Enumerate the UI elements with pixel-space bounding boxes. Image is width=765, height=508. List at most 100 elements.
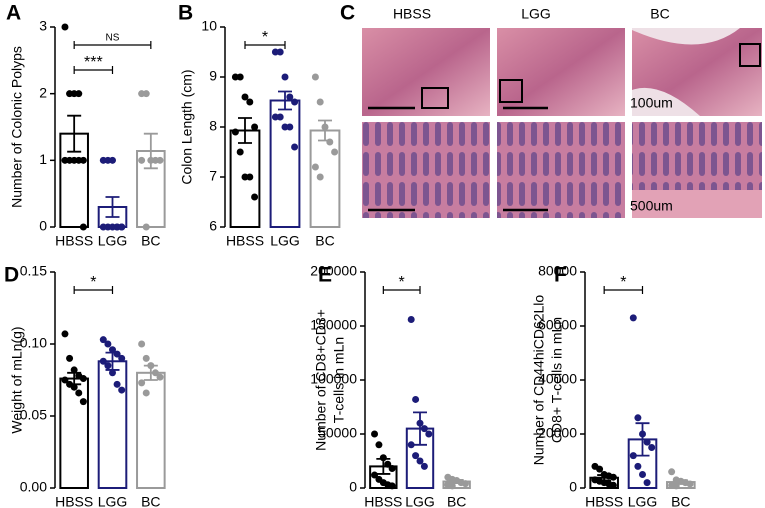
panel-letter: A bbox=[6, 2, 21, 25]
panel-letter: E bbox=[318, 264, 332, 287]
image bbox=[362, 28, 490, 116]
data-point bbox=[639, 430, 646, 438]
data-point bbox=[118, 354, 126, 362]
data-point bbox=[241, 173, 249, 181]
y-axis-label: Weight of mLn(g) bbox=[9, 326, 25, 433]
data-point bbox=[311, 163, 319, 171]
significance-bracket bbox=[73, 41, 152, 49]
data-point bbox=[138, 156, 146, 164]
significance-label: * bbox=[262, 29, 268, 46]
zoom-box bbox=[739, 43, 761, 67]
panel-letter: C bbox=[340, 2, 355, 25]
y-tick-label: 0.05 bbox=[20, 407, 47, 423]
y-tick-label: 80000 bbox=[538, 263, 577, 279]
data-point bbox=[407, 441, 415, 449]
y-axis-label: Colon Length (cm) bbox=[179, 69, 195, 184]
data-point bbox=[643, 479, 651, 487]
data-point bbox=[251, 193, 259, 201]
data-point bbox=[271, 113, 279, 121]
data-point bbox=[425, 430, 433, 438]
y-tick-label: 7 bbox=[209, 168, 217, 184]
data-point bbox=[634, 414, 642, 422]
bar bbox=[97, 360, 128, 489]
x-tick-label: LGG bbox=[628, 494, 658, 508]
data-point bbox=[286, 123, 294, 131]
data-point bbox=[75, 389, 83, 397]
zoom-box bbox=[421, 87, 449, 109]
data-point bbox=[648, 444, 656, 451]
y-tick-label: 20000 bbox=[538, 425, 577, 441]
y-tick-label: 0 bbox=[39, 218, 47, 234]
data-point bbox=[70, 383, 78, 391]
data-point bbox=[416, 419, 424, 427]
data-point bbox=[286, 93, 294, 101]
data-point bbox=[231, 128, 239, 136]
error-bar bbox=[238, 117, 252, 144]
y-tick-label: 0 bbox=[569, 479, 577, 495]
data-point bbox=[384, 460, 392, 468]
y-tick-label: 100000 bbox=[310, 371, 357, 387]
data-point bbox=[596, 465, 604, 473]
data-point bbox=[291, 143, 299, 151]
data-point bbox=[156, 373, 164, 381]
data-point bbox=[639, 471, 646, 478]
data-point bbox=[281, 123, 289, 131]
data-point bbox=[109, 346, 116, 354]
data-point bbox=[271, 48, 279, 56]
image-muscle bbox=[632, 190, 762, 218]
panel-letter: D bbox=[4, 264, 19, 287]
x-tick-label: BC bbox=[671, 494, 690, 508]
data-point bbox=[113, 380, 121, 388]
data-point bbox=[629, 452, 637, 460]
x-tick-label: HBSS bbox=[585, 494, 623, 508]
y-axis-label: Number of CD44hiCD62Llo bbox=[531, 295, 547, 466]
data-point bbox=[672, 482, 680, 490]
y-tick-label: 8 bbox=[209, 118, 217, 134]
significance-label: *** bbox=[84, 54, 103, 71]
y-axis-label: Number of Colonic Polyps bbox=[9, 46, 25, 208]
y-tick-label: 0.15 bbox=[20, 263, 47, 279]
x-tick-label: LGG bbox=[98, 233, 128, 249]
data-point bbox=[371, 471, 379, 479]
data-point bbox=[138, 379, 146, 387]
data-point bbox=[629, 314, 637, 322]
data-point bbox=[113, 350, 121, 358]
data-point bbox=[61, 330, 69, 338]
error-bar bbox=[143, 132, 158, 170]
significance-label: NS bbox=[106, 33, 120, 44]
y-tick-label: 60000 bbox=[538, 317, 577, 333]
data-point bbox=[412, 395, 420, 403]
data-point bbox=[75, 90, 83, 98]
significance-label: * bbox=[399, 274, 405, 291]
data-point bbox=[66, 354, 74, 362]
bar bbox=[136, 371, 166, 489]
data-point bbox=[251, 123, 259, 131]
bar bbox=[309, 129, 341, 228]
x-tick-label: LGG bbox=[270, 233, 300, 249]
y-tick-label: 0.00 bbox=[20, 479, 47, 495]
data-point bbox=[104, 362, 112, 370]
data-point bbox=[375, 441, 383, 449]
x-tick-label: LGG bbox=[98, 494, 128, 508]
data-point bbox=[609, 481, 617, 489]
data-point bbox=[276, 48, 284, 56]
y-tick-label: 40000 bbox=[538, 371, 577, 387]
x-tick-label: BC bbox=[315, 233, 334, 249]
data-point bbox=[231, 73, 239, 81]
data-point bbox=[236, 148, 244, 156]
x-tick-label: BC bbox=[141, 233, 160, 249]
histology-panel: C HBSS LGG BC 100um 500um bbox=[340, 2, 762, 218]
error-bar bbox=[105, 196, 120, 218]
data-point bbox=[99, 357, 107, 365]
significance-label: * bbox=[620, 274, 626, 291]
data-point bbox=[311, 73, 319, 81]
data-point bbox=[461, 480, 469, 488]
data-point bbox=[118, 386, 126, 394]
y-tick-label: 2 bbox=[39, 84, 47, 100]
x-tick-label: HBSS bbox=[55, 233, 93, 249]
data-point bbox=[316, 98, 324, 106]
data-point bbox=[142, 354, 150, 362]
x-tick-label: HBSS bbox=[364, 494, 402, 508]
data-point bbox=[147, 362, 155, 370]
